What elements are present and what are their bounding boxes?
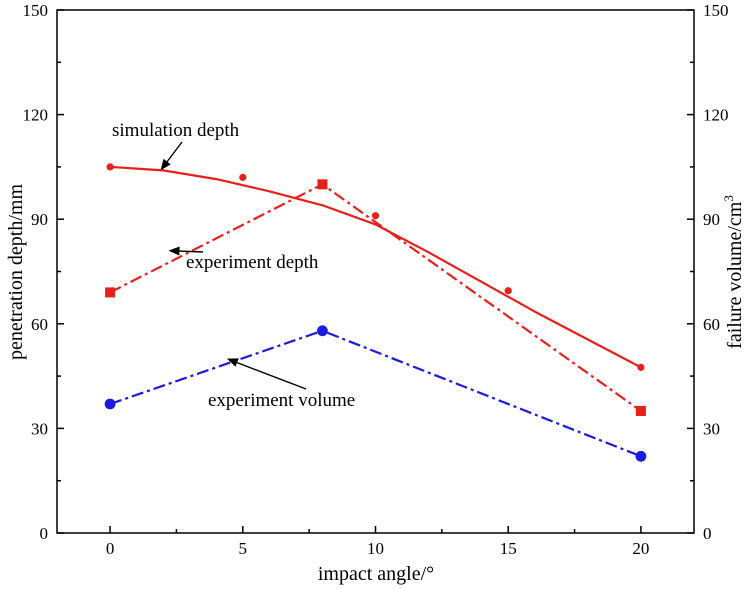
tick-labels: 0 5 10 15 20 0 30 60 90 120 150 0 30 60 90 120 150 — [23, 1, 729, 558]
y2-tick-label-4: 120 — [703, 106, 729, 125]
point-simulation-depth-4 — [637, 363, 645, 371]
series-experiment-volume — [104, 325, 647, 462]
annotation-simulation-depth: simulation depth — [112, 120, 240, 141]
y2-axis-title: failure volume/cm3 — [721, 195, 746, 349]
annotation-arrow-head-0 — [160, 158, 171, 171]
y-tick-label-3: 90 — [31, 210, 48, 229]
y2-axis-title-superscript: 3 — [721, 195, 736, 202]
y-tick-label-5: 150 — [23, 1, 49, 20]
x-tick-label-0: 0 — [106, 539, 115, 558]
annotation-arrow-shaft-0 — [166, 141, 183, 163]
annotation-arrow-head-1 — [168, 246, 180, 256]
point-simulation-depth-2 — [371, 212, 380, 220]
annotation-arrow-head-2 — [226, 358, 239, 367]
y-axis-title: penetration depth/mm — [5, 184, 27, 361]
annotation-experiment-depth: experiment depth — [186, 252, 319, 273]
point-experiment-depth-0 — [105, 287, 116, 298]
point-simulation-depth-3 — [504, 287, 512, 295]
y2-tick-label-5: 150 — [703, 1, 729, 20]
annotation-arrow-shaft-1 — [179, 250, 204, 253]
y2-tick-label-0: 0 — [703, 524, 712, 543]
x-tick-label-4: 20 — [632, 539, 649, 558]
annotation-experiment-volume: experiment volume — [208, 390, 355, 411]
point-experiment-volume-2 — [635, 450, 647, 462]
series-line-simulation-depth — [110, 165, 642, 369]
x-tick-label-3: 15 — [500, 539, 517, 558]
annotations: simulation depth experiment depth experi… — [112, 120, 355, 411]
y-tick-label-4: 120 — [23, 106, 49, 125]
point-experiment-volume-1 — [317, 325, 328, 337]
x-axis-title: impact angle/° — [318, 563, 434, 585]
series-experiment-depth — [105, 179, 646, 416]
x-tick-label-1: 5 — [239, 539, 248, 558]
annotation-arrow-shaft-2 — [236, 361, 307, 390]
y-tick-label-2: 60 — [31, 315, 48, 334]
y2-tick-label-1: 30 — [703, 419, 720, 438]
y2-tick-label-3: 90 — [703, 210, 720, 229]
point-experiment-depth-2 — [635, 405, 646, 416]
x-tick-label-2: 10 — [367, 539, 384, 558]
series-layer — [104, 163, 647, 462]
point-experiment-volume-0 — [104, 398, 116, 410]
tick-marks — [57, 9, 694, 534]
y2-tick-label-2: 60 — [703, 315, 720, 334]
y-tick-label-1: 30 — [31, 419, 48, 438]
series-line-experiment-volume — [109, 329, 642, 458]
point-experiment-depth-1 — [317, 179, 328, 190]
point-simulation-depth-0 — [106, 163, 114, 171]
y-tick-label-0: 0 — [40, 524, 49, 543]
point-simulation-depth-1 — [239, 173, 247, 181]
series-simulation-depth — [106, 163, 645, 371]
y2-axis-title-text: failure volume/cm — [724, 201, 746, 349]
